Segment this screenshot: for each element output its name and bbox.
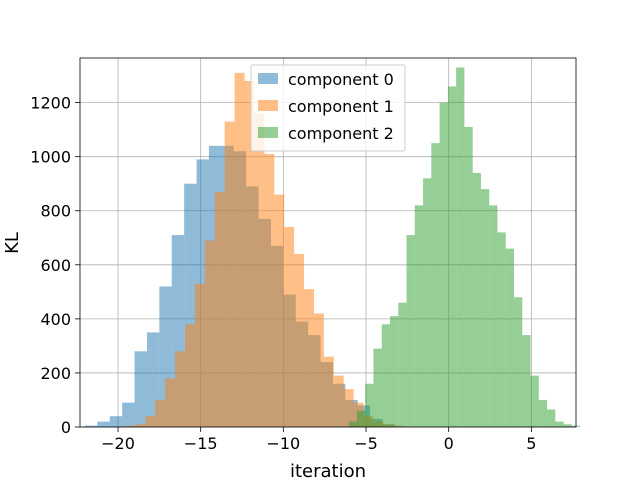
histogram-bar [155,399,166,427]
histogram-bar [184,324,195,427]
histogram-bar [175,351,185,427]
histogram-bar [348,421,357,427]
y-tick-label-3: 600 [40,256,71,275]
histogram-bar [304,289,314,427]
bar-series-1 [125,72,414,428]
bar-series-2 [348,67,581,427]
legend: component 0 component 1 component 2 [250,64,406,152]
histogram-bar [530,375,539,427]
histogram-bar [234,72,245,427]
histogram-bar [254,113,265,428]
legend-label-component-1: component 1 [288,97,394,116]
histogram-bar [145,416,156,427]
histogram-bar [97,421,110,427]
histogram-bar [343,389,354,427]
histogram-bar [356,410,366,427]
histogram-bar [439,102,448,427]
x-tick-label-5: 5 [526,434,536,453]
histogram-bar [497,232,506,427]
histogram-bar [373,348,382,427]
histogram-bar [224,121,235,428]
histogram-bar [514,297,523,427]
histogram-bar [125,425,136,427]
legend-label-component-2: component 2 [288,124,394,143]
legend-label-component-0: component 0 [288,70,394,89]
y-tick-label-2: 400 [40,310,71,329]
histogram-bar [431,143,440,427]
histogram-bar [414,205,424,427]
x-tick-label-3: −5 [354,434,378,453]
histogram-bar [204,240,215,427]
legend-swatch-component-1 [258,100,278,111]
histogram-bar [333,375,344,427]
histogram-bar [480,189,490,427]
histogram-bar [84,425,98,427]
histogram-bar [423,178,432,427]
histogram-bar [505,248,514,427]
x-tick-label-1: −15 [184,434,218,453]
histogram-bar [390,316,399,427]
histogram-bar [135,424,146,427]
histogram-bar [134,351,147,427]
histogram-bar [522,335,531,427]
histogram-bar [264,153,275,427]
histogram-bar [323,356,334,427]
histogram-bar [472,172,481,427]
histogram-bar [109,416,123,427]
histogram-bar [406,235,415,427]
histogram-bar [284,226,295,427]
axis-ticks: −20 −15 −10 −5 0 5 0 200 400 600 800 1000 1200 [30,94,536,453]
histogram-bar [274,194,285,427]
legend-swatch-component-2 [258,127,278,138]
histogram-bar [398,302,407,427]
histogram-bar [464,126,473,427]
x-tick-label-2: −10 [266,434,300,453]
histogram-bar [365,383,374,427]
histogram-bar [563,424,572,427]
histogram-bar [194,283,205,427]
histogram-bar [244,80,255,427]
x-axis-label: iteration [290,461,366,480]
legend-box [250,64,406,152]
legend-swatch-component-0 [258,73,278,84]
histogram-bar [122,402,135,427]
y-tick-label-1: 200 [40,364,71,383]
histogram-bar [538,399,548,427]
y-tick-label-6: 1200 [30,94,71,113]
y-tick-label-4: 800 [40,202,71,221]
histogram-bar [165,378,176,427]
histogram-bar [547,409,556,427]
x-tick-label-0: −20 [101,434,135,453]
y-tick-label-5: 1000 [30,148,71,167]
histogram-bar [381,324,390,427]
histogram-bar [456,67,465,427]
plot-frame [79,57,577,428]
histogram-bar [489,205,498,427]
histogram-bars [84,67,581,428]
histogram-bar [214,191,225,427]
histogram-bar [313,313,324,427]
histogram-bar [447,86,457,427]
y-axis-label: KL [2,232,23,254]
x-tick-label-4: 0 [444,434,454,453]
histogram-bar [294,253,305,427]
histogram-bar [555,421,564,427]
y-tick-label-0: 0 [61,418,71,437]
